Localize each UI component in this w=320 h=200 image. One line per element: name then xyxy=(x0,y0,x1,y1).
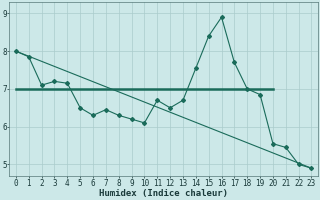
X-axis label: Humidex (Indice chaleur): Humidex (Indice chaleur) xyxy=(99,189,228,198)
